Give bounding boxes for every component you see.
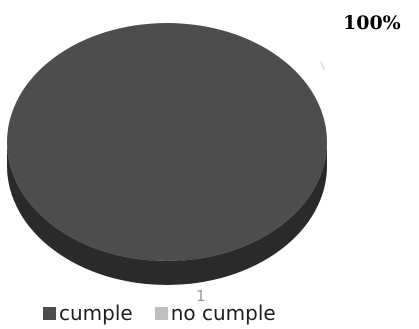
legend-swatch-no-cumple (154, 306, 168, 320)
data-label-cumple: 100% (343, 12, 401, 34)
pie-side-cumple (7, 142, 327, 285)
legend-item-cumple: cumple (43, 301, 133, 325)
legend-item-no-cumple: no cumple (154, 301, 276, 325)
legend-label-cumple: cumple (59, 301, 133, 325)
legend-label-no-cumple: no cumple (170, 301, 276, 325)
pie-layer (7, 23, 327, 285)
pie-highlight-edge (320, 61, 325, 71)
category-label: 1 (196, 287, 206, 305)
pie-slice-cumple (7, 23, 327, 261)
legend: cumple no cumple (43, 301, 298, 325)
legend-swatch-cumple (43, 306, 56, 320)
